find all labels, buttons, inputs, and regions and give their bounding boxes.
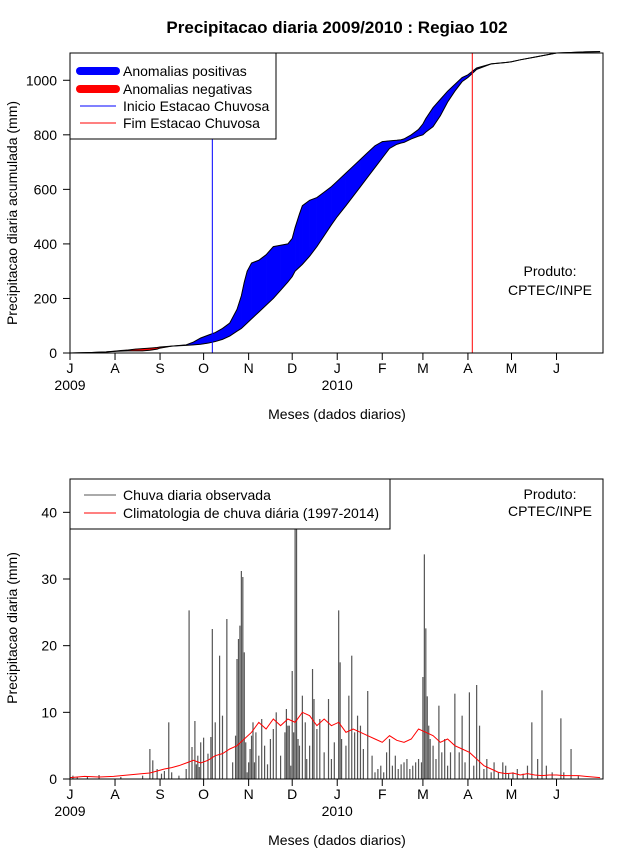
legend-label-negative: Anomalias negativas: [123, 81, 252, 97]
positive-anomaly-segment: [425, 106, 434, 133]
x-tick-label: J: [553, 786, 560, 802]
y-tick-label: 40: [41, 504, 57, 520]
y-axis-label: Precipitacao diaria (mm): [4, 552, 20, 704]
legend-label-positive: Anomalias positivas: [123, 63, 247, 79]
credit-line-2: CPTEC/INPE: [508, 503, 592, 519]
positive-anomaly-segment: [316, 191, 325, 248]
y-tick-label: 800: [34, 127, 58, 143]
positive-anomaly-segment: [302, 199, 310, 266]
x-tick-label: M: [506, 360, 518, 376]
positive-anomaly-segment: [265, 245, 274, 306]
y-axis: 0 200 400 600 800 1000: [26, 72, 70, 361]
year-label: 2009: [54, 803, 85, 819]
figure-title: Precipitacao diaria 2009/2010 : Regiao 1…: [166, 18, 507, 37]
legend-label-end: Fim Estacao Chuvosa: [123, 115, 260, 131]
x-tick-label: A: [463, 786, 473, 802]
plot-frame: [69, 52, 604, 354]
x-axis-label: Meses (dados diarios): [268, 832, 406, 848]
x-tick-label: J: [67, 786, 74, 802]
year-label: 2010: [322, 377, 353, 393]
legend-label-climatology: Climatologia de chuva diária (1997-2014): [123, 505, 379, 521]
y-tick-label: 1000: [26, 72, 57, 88]
x-tick-label: A: [110, 360, 120, 376]
positive-anomaly-segment: [246, 262, 252, 324]
legend: Anomalias positivas Anomalias negativas …: [69, 52, 277, 140]
legend: Chuva diaria observada Climatologia de c…: [69, 478, 391, 530]
legend-label-observed: Chuva diaria observada: [123, 487, 271, 503]
y-tick-label: 0: [49, 345, 57, 361]
positive-anomaly-segment: [258, 254, 267, 313]
x-tick-label: D: [287, 786, 297, 802]
x-tick-label: O: [198, 786, 209, 802]
y-tick-label: 200: [34, 290, 58, 306]
legend-box: [69, 478, 391, 530]
y-tick-label: 20: [41, 638, 57, 654]
positive-anomaly-segment: [294, 213, 300, 272]
y-tick-label: 0: [49, 771, 57, 787]
x-tick-label: S: [155, 360, 164, 376]
x-axis-label: Meses (dados diarios): [268, 406, 406, 422]
daily-bars: [72, 517, 579, 779]
positive-anomaly-segment: [273, 244, 281, 300]
x-tick-label: N: [244, 360, 254, 376]
positive-anomaly-segment: [251, 259, 260, 320]
positive-anomaly-segment: [299, 205, 303, 268]
y-tick-label: 400: [34, 236, 58, 252]
x-tick-label: J: [553, 360, 560, 376]
credit-line-1: Produto:: [524, 486, 577, 502]
x-tick-label: A: [110, 786, 120, 802]
x-tick-label: J: [334, 786, 341, 802]
climatology-line: [69, 711, 601, 779]
x-tick-label: S: [155, 786, 164, 802]
credit-line-2: CPTEC/INPE: [508, 282, 592, 298]
year-label: 2010: [322, 803, 353, 819]
positive-anomaly-segment: [418, 123, 424, 137]
legend-label-onset: Inicio Estacao Chuvosa: [123, 98, 270, 114]
climatology-cumulative-line: [69, 51, 601, 354]
positive-anomaly-segment: [287, 237, 293, 283]
y-tick-label: 10: [41, 704, 57, 720]
y-axis: 0 10 20 30 40: [41, 504, 70, 787]
x-tick-label: O: [198, 360, 209, 376]
y-tick-label: 600: [34, 181, 58, 197]
y-axis-label: Precipitacao diaria acumulada (mm): [4, 101, 20, 325]
x-tick-label: N: [244, 786, 254, 802]
x-tick-label: F: [378, 786, 387, 802]
x-tick-label: D: [287, 360, 297, 376]
year-label: 2009: [54, 377, 85, 393]
x-tick-label: J: [67, 360, 74, 376]
x-tick-label: F: [378, 360, 387, 376]
positive-anomaly-segment: [323, 186, 332, 237]
x-tick-label: M: [506, 786, 518, 802]
x-tick-label: M: [417, 786, 429, 802]
y-tick-label: 30: [41, 571, 57, 587]
x-tick-label: J: [334, 360, 341, 376]
credit-line-1: Produto:: [524, 263, 577, 279]
cumulative-lines: [69, 51, 601, 354]
positive-anomaly-segment: [389, 140, 398, 149]
x-tick-label: M: [417, 360, 429, 376]
x-tick-label: A: [463, 360, 473, 376]
